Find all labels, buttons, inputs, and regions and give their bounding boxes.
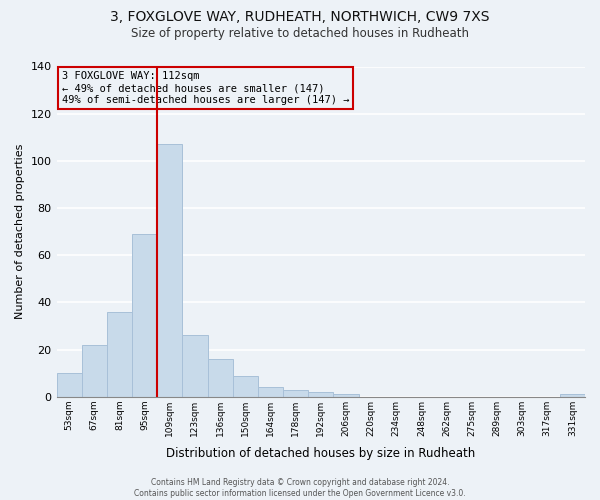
- Text: 3, FOXGLOVE WAY, RUDHEATH, NORTHWICH, CW9 7XS: 3, FOXGLOVE WAY, RUDHEATH, NORTHWICH, CW…: [110, 10, 490, 24]
- Bar: [132, 234, 157, 396]
- Bar: [82, 345, 107, 397]
- Text: Contains HM Land Registry data © Crown copyright and database right 2024.
Contai: Contains HM Land Registry data © Crown c…: [134, 478, 466, 498]
- Text: 3 FOXGLOVE WAY: 112sqm
← 49% of detached houses are smaller (147)
49% of semi-de: 3 FOXGLOVE WAY: 112sqm ← 49% of detached…: [62, 72, 349, 104]
- Bar: [157, 144, 182, 396]
- Title: 3, FOXGLOVE WAY, RUDHEATH, NORTHWICH, CW9 7XS
Size of property relative to detac: 3, FOXGLOVE WAY, RUDHEATH, NORTHWICH, CW…: [0, 499, 1, 500]
- Bar: [308, 392, 334, 396]
- Bar: [182, 336, 208, 396]
- Bar: [233, 376, 258, 396]
- Bar: [283, 390, 308, 396]
- Y-axis label: Number of detached properties: Number of detached properties: [15, 144, 25, 320]
- Bar: [560, 394, 585, 396]
- Bar: [107, 312, 132, 396]
- Bar: [258, 388, 283, 396]
- X-axis label: Distribution of detached houses by size in Rudheath: Distribution of detached houses by size …: [166, 447, 475, 460]
- Bar: [208, 359, 233, 397]
- Text: Size of property relative to detached houses in Rudheath: Size of property relative to detached ho…: [131, 28, 469, 40]
- Bar: [56, 373, 82, 396]
- Bar: [334, 394, 359, 396]
